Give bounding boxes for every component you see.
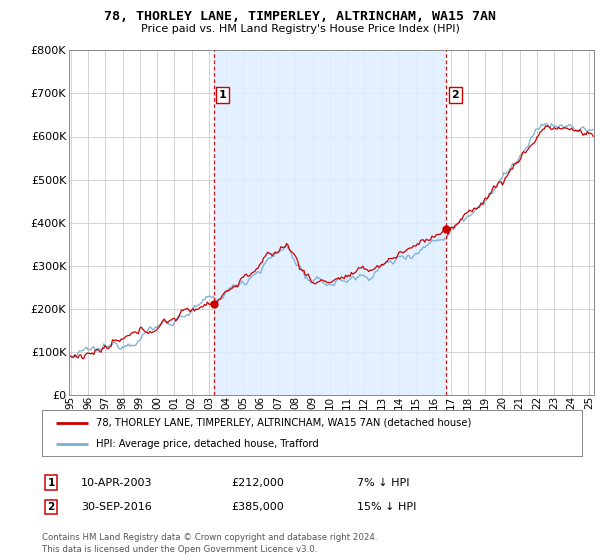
Text: 78, THORLEY LANE, TIMPERLEY, ALTRINCHAM, WA15 7AN: 78, THORLEY LANE, TIMPERLEY, ALTRINCHAM,… bbox=[104, 10, 496, 23]
Bar bbox=[214, 50, 446, 395]
Text: £385,000: £385,000 bbox=[231, 502, 284, 512]
Text: Price paid vs. HM Land Registry's House Price Index (HPI): Price paid vs. HM Land Registry's House … bbox=[140, 24, 460, 34]
Text: 2: 2 bbox=[452, 90, 459, 100]
Text: Contains HM Land Registry data © Crown copyright and database right 2024.: Contains HM Land Registry data © Crown c… bbox=[42, 533, 377, 542]
Text: 2: 2 bbox=[47, 502, 55, 512]
Text: £212,000: £212,000 bbox=[231, 478, 284, 488]
Text: 10-APR-2003: 10-APR-2003 bbox=[81, 478, 152, 488]
Text: 7% ↓ HPI: 7% ↓ HPI bbox=[357, 478, 409, 488]
Text: 78, THORLEY LANE, TIMPERLEY, ALTRINCHAM, WA15 7AN (detached house): 78, THORLEY LANE, TIMPERLEY, ALTRINCHAM,… bbox=[96, 418, 472, 428]
Text: HPI: Average price, detached house, Trafford: HPI: Average price, detached house, Traf… bbox=[96, 439, 319, 449]
Text: 30-SEP-2016: 30-SEP-2016 bbox=[81, 502, 152, 512]
Text: 1: 1 bbox=[219, 90, 227, 100]
Text: This data is licensed under the Open Government Licence v3.0.: This data is licensed under the Open Gov… bbox=[42, 545, 317, 554]
Text: 15% ↓ HPI: 15% ↓ HPI bbox=[357, 502, 416, 512]
Text: 1: 1 bbox=[47, 478, 55, 488]
